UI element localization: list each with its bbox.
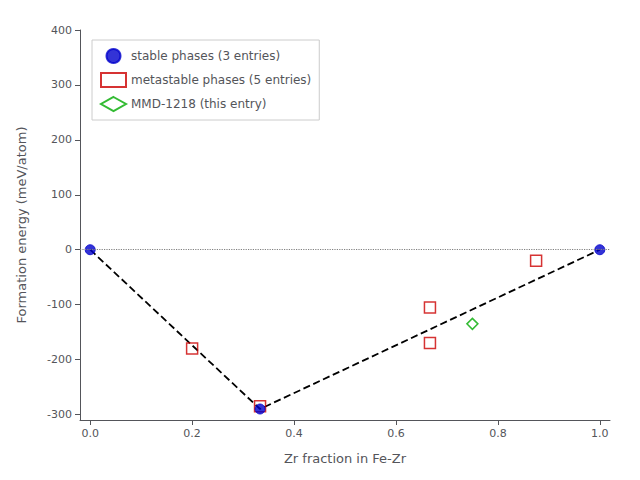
svg-text:-200: -200 [47, 353, 72, 366]
svg-text:MMD-1218 (this entry): MMD-1218 (this entry) [131, 97, 266, 111]
svg-text:0.2: 0.2 [183, 427, 201, 440]
svg-text:200: 200 [51, 133, 72, 146]
svg-text:0.0: 0.0 [81, 427, 99, 440]
svg-text:-100: -100 [47, 298, 72, 311]
svg-text:100: 100 [51, 188, 72, 201]
svg-text:1.0: 1.0 [591, 427, 609, 440]
svg-text:0.6: 0.6 [387, 427, 405, 440]
svg-text:400: 400 [51, 24, 72, 37]
svg-text:stable phases (3 entries): stable phases (3 entries) [131, 49, 280, 63]
svg-text:0.4: 0.4 [285, 427, 303, 440]
svg-text:300: 300 [51, 78, 72, 91]
svg-text:Formation energy (meV/atom): Formation energy (meV/atom) [14, 127, 29, 324]
svg-text:-300: -300 [47, 408, 72, 421]
svg-text:metastable phases (5 entries): metastable phases (5 entries) [131, 73, 311, 87]
svg-text:Zr fraction in Fe-Zr: Zr fraction in Fe-Zr [284, 451, 407, 466]
svg-text:0.8: 0.8 [489, 427, 507, 440]
svg-text:0: 0 [65, 243, 72, 256]
